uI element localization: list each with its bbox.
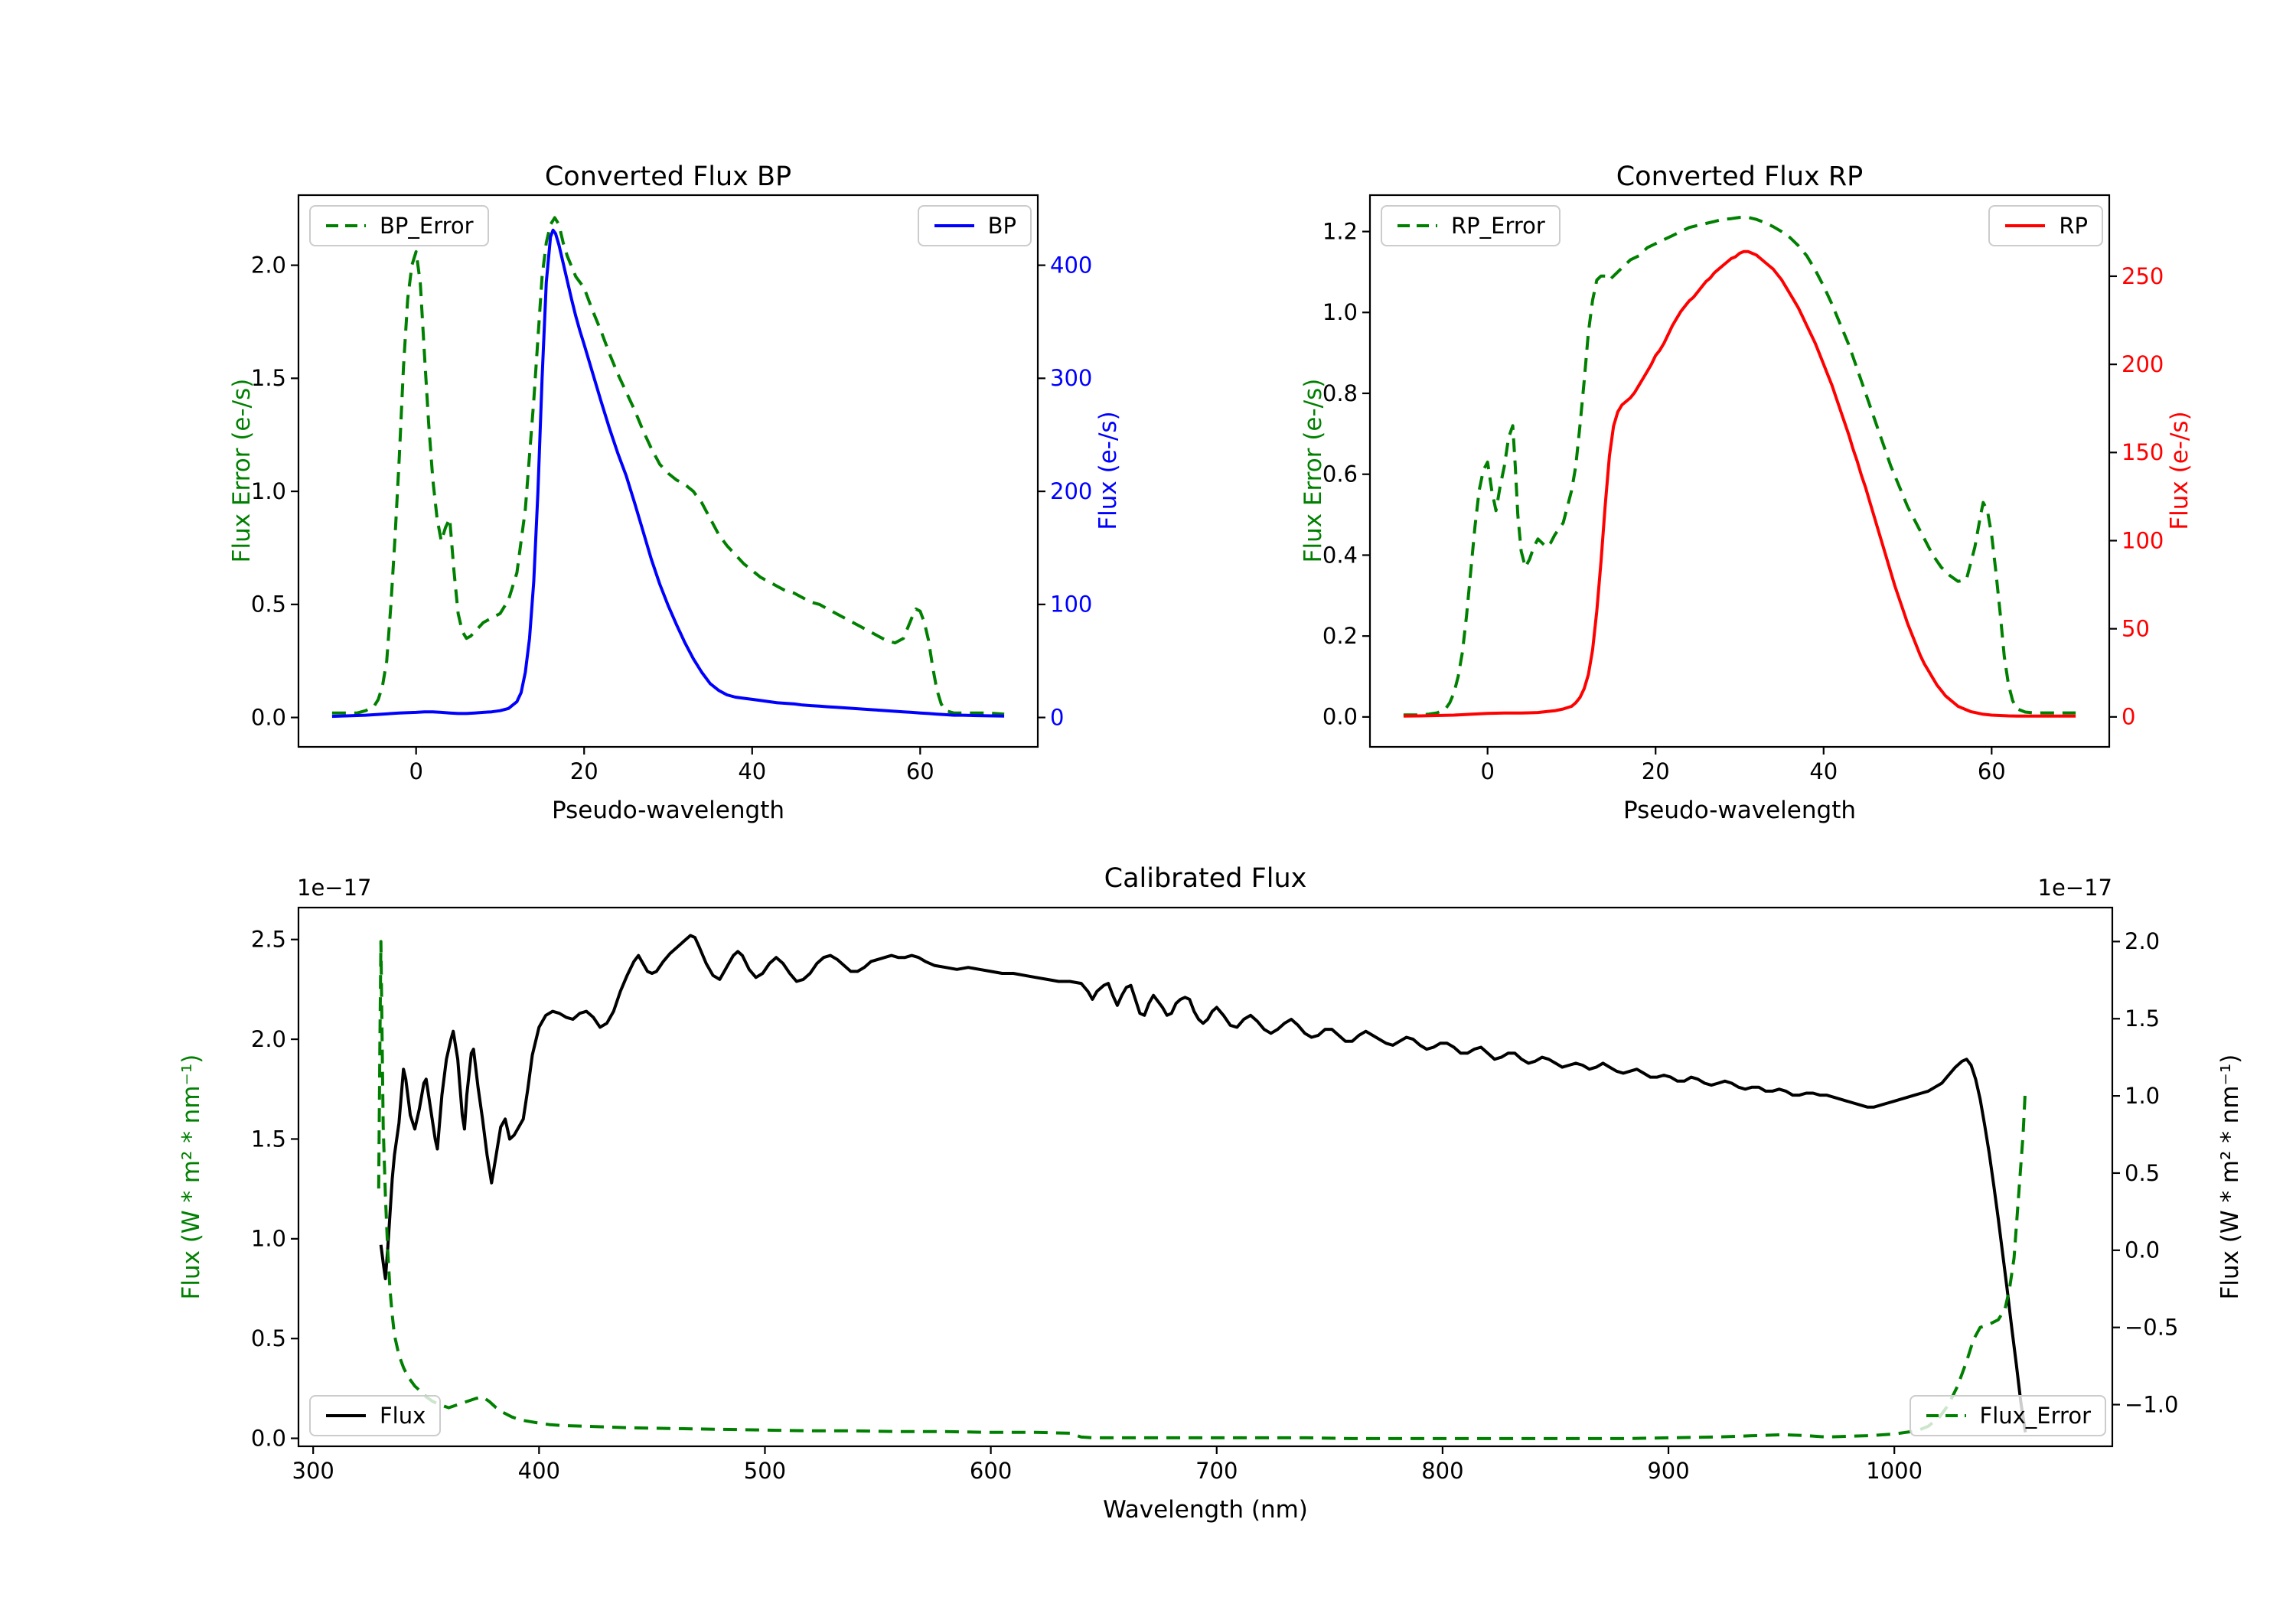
y-tick-label: 250 [2122,263,2164,289]
y-tick-label: 1.0 [251,1226,286,1252]
x-tick-label: 60 [1978,758,2006,784]
y-tick-label: 0.5 [251,592,286,618]
x-tick-label: 700 [1195,1458,1238,1484]
plot-area-2 [377,934,2027,1440]
y-axis-label-rp-flux: Flux (e-/s) [2166,411,2193,530]
x-tick-label: 0 [1480,758,1494,784]
axes-spine [297,194,1039,748]
y-tick-label: 1.0 [2125,1083,2160,1109]
y-tick-label: 2.5 [251,927,286,953]
y-tick-label: 100 [1050,592,1092,618]
y-tick-label: 2.0 [2125,928,2160,954]
y-axis-label-bp-error: Flux Error (e-/s) [228,378,256,563]
y-tick-label: 0.2 [1322,623,1358,649]
x-tick-label: 300 [292,1458,334,1484]
x-tick-label: 900 [1647,1458,1689,1484]
legend-bp: BP [917,205,1032,246]
y-tick-label: 0.0 [1322,704,1358,730]
x-tick-label: 60 [906,758,934,784]
y-tick-label: 0.4 [1322,542,1358,568]
series-line-BP [331,228,1005,719]
x-tick-label: 20 [1642,758,1670,784]
legend-label-bp-error: BP_Error [380,213,474,239]
y-tick-label: −1.0 [2125,1391,2178,1417]
y-tick-label: 1.0 [1322,299,1358,325]
y-tick-label: 1.5 [251,365,286,391]
axes-spine [297,906,2114,1448]
y-tick-label: 2.0 [251,252,286,278]
legend-flux: Flux [309,1395,442,1436]
y-tick-label: 0.0 [251,704,286,730]
x-tick-label: 40 [1809,758,1838,784]
legend-label-rp-error: RP_Error [1451,213,1545,239]
y-tick-label: 300 [1050,365,1092,391]
legend-label-rp: RP [2059,213,2088,239]
legend-label-bp: BP [987,213,1016,239]
y-tick-label: 200 [1050,478,1092,504]
legend-line-sample [326,1414,366,1417]
series-line-Flux_Error [377,940,2027,1440]
y-tick-label: 0.6 [1322,461,1358,487]
y-tick-label: 2.0 [251,1026,286,1052]
legend-rp-error: RP_Error [1381,205,1561,246]
offset-text-left: 1e−17 [297,875,372,901]
y-tick-label: 0.5 [251,1325,286,1351]
y-tick-label: 1.5 [2125,1006,2160,1032]
x-tick-label: 1000 [1866,1458,1923,1484]
legend-label-flux-error: Flux_Error [1979,1403,2091,1429]
y-axis-label-calibrated-right: Flux (W * m² * nm⁻¹) [2216,1054,2244,1300]
y-tick-label: 1.2 [1322,218,1358,244]
legend-line-sample [2005,224,2046,227]
y-tick-label: 0.5 [2125,1160,2160,1186]
chart-title-bp: Converted Flux BP [544,161,792,192]
y-tick-label: 400 [1050,252,1092,278]
chart-title-calibrated: Calibrated Flux [1104,863,1307,894]
offset-text-right: 1e−17 [2037,875,2113,901]
x-axis-label-rp: Pseudo-wavelength [1623,797,1857,824]
series-line-Flux [379,934,2027,1433]
y-tick-label: 150 [2122,439,2164,465]
x-tick-label: 20 [570,758,598,784]
y-axis-label-rp-error: Flux Error (e-/s) [1300,378,1327,563]
y-tick-label: 0 [2122,704,2135,730]
axes-spine [1368,194,2111,748]
y-tick-label: −0.5 [2125,1315,2178,1341]
legend-flux-error: Flux_Error [1909,1395,2106,1436]
y-tick-label: 100 [2122,527,2164,553]
y-tick-label: 0.0 [2125,1237,2160,1263]
x-tick-label: 500 [744,1458,786,1484]
y-tick-label: 200 [2122,351,2164,377]
x-tick-label: 800 [1421,1458,1463,1484]
x-tick-label: 40 [738,758,766,784]
series-line-RP_Error [1403,216,2076,717]
x-axis-label-bp: Pseudo-wavelength [551,797,785,824]
y-axis-label-calibrated-left: Flux (W * m² * nm⁻¹) [178,1054,205,1300]
legend-label-flux: Flux [380,1403,426,1429]
series-line-BP_Error [331,216,1005,716]
y-tick-label: 0 [1050,704,1064,730]
y-tick-label: 0.0 [251,1425,286,1451]
legend-line-sample [1926,1414,1966,1417]
y-tick-label: 50 [2122,616,2150,642]
x-axis-label-wavelength: Wavelength (nm) [1103,1496,1308,1524]
y-tick-label: 0.8 [1322,380,1358,406]
chart-title-rp: Converted Flux RP [1616,161,1864,192]
plot-area-0 [331,216,1005,719]
legend-line-sample [326,224,366,227]
x-tick-label: 400 [518,1458,560,1484]
legend-bp-error: BP_Error [309,205,489,246]
legend-line-sample [934,224,974,227]
plot-area-1 [1403,216,2076,718]
y-axis-label-bp-flux: Flux (e-/s) [1094,411,1122,530]
y-tick-label: 1.0 [251,478,286,504]
y-tick-label: 1.5 [251,1126,286,1152]
series-line-RP [1403,249,2076,718]
x-tick-label: 0 [409,758,422,784]
legend-line-sample [1397,224,1437,227]
x-tick-label: 600 [970,1458,1012,1484]
legend-rp: RP [1988,205,2103,246]
